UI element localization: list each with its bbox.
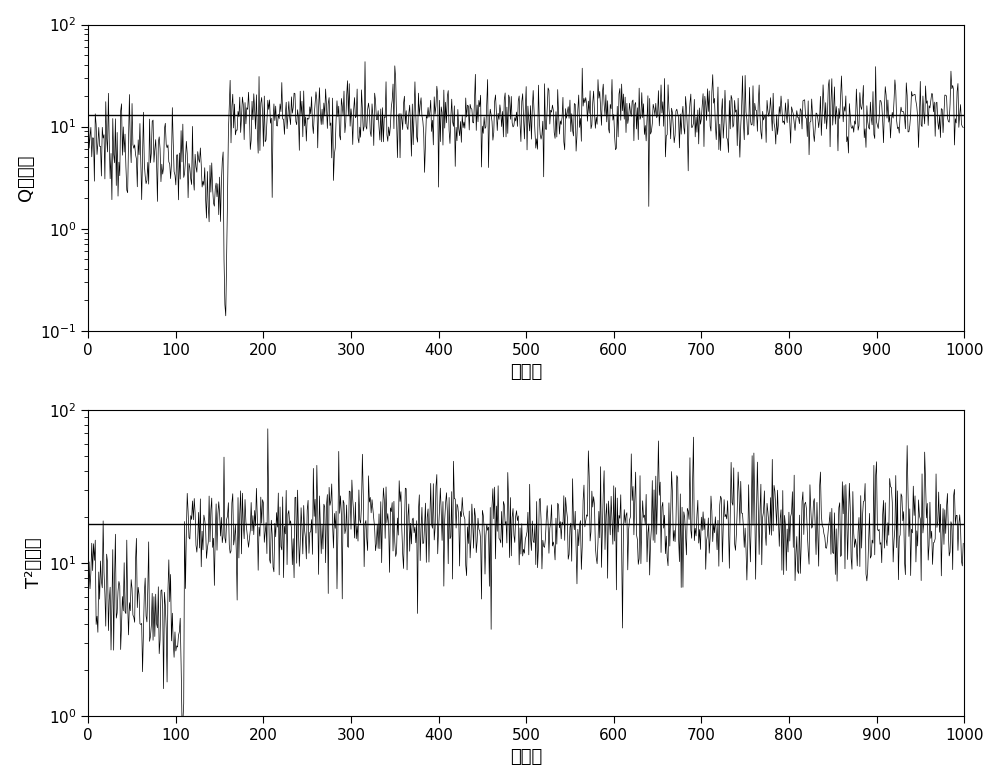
Y-axis label: T²统计量: T²统计量 — [25, 538, 43, 588]
Y-axis label: Q统计量: Q统计量 — [17, 154, 35, 200]
X-axis label: 样本数: 样本数 — [510, 749, 542, 767]
X-axis label: 样本数: 样本数 — [510, 363, 542, 381]
